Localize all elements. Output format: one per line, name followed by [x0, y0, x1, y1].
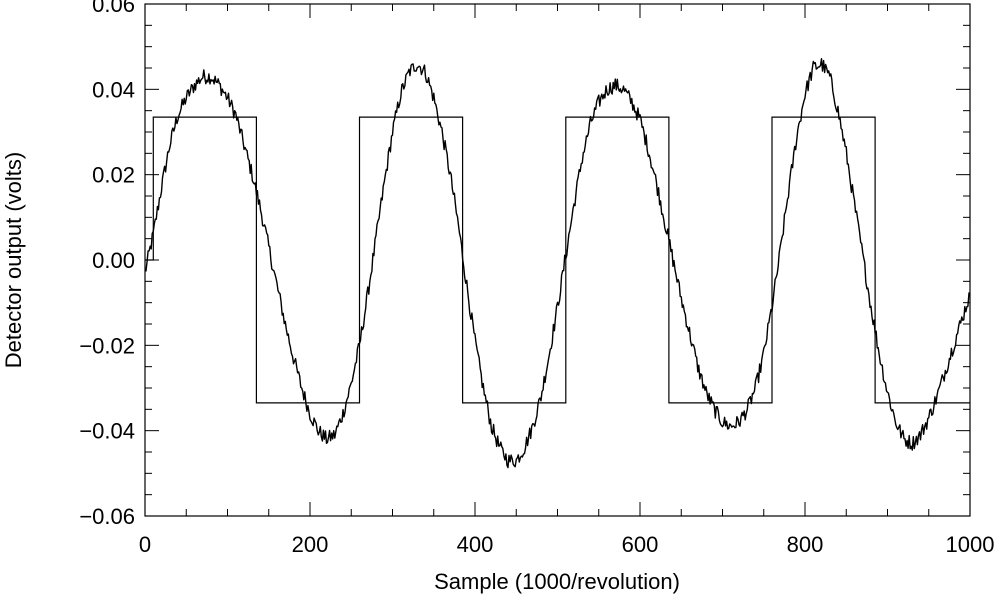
square-wave-line [145, 116, 970, 404]
x-tick-label: 600 [622, 532, 659, 557]
y-tick-label: −0.06 [79, 504, 135, 529]
y-tick-label: −0.02 [79, 333, 135, 358]
y-tick-label: 0.00 [92, 248, 135, 273]
tick-labels: 0 200 400 600 800 1000 −0.06 −0.04 −0.02 0.00 0.02… [79, 0, 994, 557]
y-tick-label: 0.02 [92, 163, 135, 188]
x-tick-label: 0 [139, 532, 151, 557]
y-axis-title: Detector output (volts) [1, 152, 26, 368]
axis-ticks [144, 3, 971, 517]
plot-frame [144, 3, 971, 517]
x-tick-label: 1000 [946, 532, 995, 557]
x-tick-label: 800 [787, 532, 824, 557]
x-tick-label: 200 [292, 532, 329, 557]
y-tick-label: 0.06 [92, 0, 135, 17]
y-tick-label: −0.04 [79, 419, 135, 444]
plot-series [144, 58, 971, 469]
noisy-signal-line [144, 58, 971, 469]
y-tick-label: 0.04 [92, 77, 135, 102]
x-tick-label: 400 [457, 532, 494, 557]
x-axis-title: Sample (1000/revolution) [434, 569, 680, 594]
